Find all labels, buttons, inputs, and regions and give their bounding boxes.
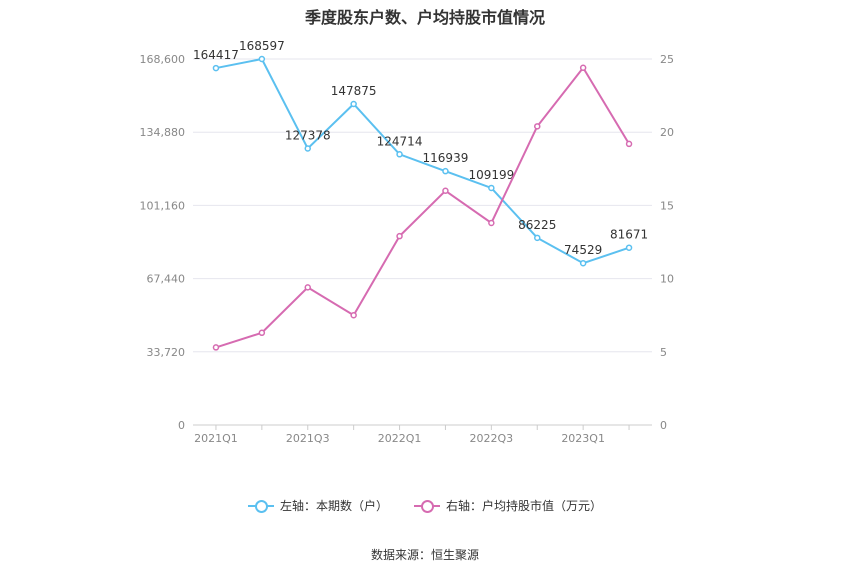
x-axis-tick-label: 2022Q3 (470, 432, 514, 445)
data-point-right (212, 344, 220, 351)
data-point-left (534, 234, 541, 242)
x-axis-tick-label: 2021Q1 (194, 432, 238, 445)
legend-item-left-series[interactable]: 左轴：本期数（户） (247, 497, 388, 514)
data-point-right (258, 329, 266, 337)
chart-plot: 0 33,720 67,440 101,160 134,880 168,600 0 5 10 15… (140, 39, 675, 445)
series-line-left (215, 57, 630, 265)
data-label: 147875 (331, 84, 377, 98)
data-point-left (212, 64, 220, 72)
data-label: 86225 (518, 218, 556, 232)
data-point-left (304, 145, 311, 152)
data-point-right (579, 64, 587, 72)
right-axis-tick-label: 20 (660, 126, 674, 139)
left-axis-tick-label: 33,720 (147, 346, 186, 359)
data-point-right (304, 284, 311, 291)
data-point-left (625, 244, 633, 251)
x-axis-tick-label: 2022Q1 (378, 432, 422, 445)
data-label: 74529 (564, 243, 602, 257)
data-label: 168597 (239, 39, 285, 53)
data-point-left (350, 100, 357, 108)
data-point-left (258, 55, 266, 63)
data-point-right (350, 311, 357, 319)
legend-label-right: 右轴：户均持股市值（万元） (446, 499, 603, 513)
data-label: 116939 (423, 151, 469, 165)
x-axis-tick-label: 2021Q3 (286, 432, 330, 445)
data-point-left (579, 259, 587, 267)
right-axis-tick-label: 25 (660, 53, 674, 66)
data-point-right (488, 219, 495, 227)
series-line-right (215, 66, 630, 349)
data-point-right (396, 232, 403, 240)
data-point-right (442, 187, 449, 195)
legend-item-right-series[interactable]: 右轴：户均持股市值（万元） (414, 497, 602, 514)
x-axis-tick-label: 2023Q1 (561, 432, 605, 445)
data-point-right (534, 123, 541, 130)
data-point-left (442, 167, 449, 175)
data-label: 81671 (610, 228, 648, 242)
data-point-left (488, 184, 495, 192)
chart-legend: 左轴：本期数（户） 右轴：户均持股市值（万元） (0, 497, 850, 514)
right-axis-tick-label: 5 (660, 346, 667, 359)
data-label: 164417 (193, 48, 239, 62)
data-label: 127378 (285, 128, 331, 142)
legend-label-left: 左轴：本期数（户） (279, 499, 388, 513)
left-axis-tick-label: 67,440 (147, 273, 186, 286)
right-axis-tick-label: 0 (660, 419, 667, 432)
right-axis-tick-label: 15 (660, 199, 674, 212)
left-axis-tick-label: 0 (178, 419, 185, 432)
data-point-right (625, 140, 633, 148)
left-axis-tick-label: 101,160 (140, 199, 186, 212)
data-source-note: 数据来源：恒生聚源 (370, 548, 479, 562)
data-label: 124714 (377, 134, 423, 148)
data-label: 109199 (468, 168, 514, 182)
legend-swatch-left (247, 499, 274, 513)
data-point-left (396, 151, 403, 158)
right-axis-tick-label: 10 (660, 273, 674, 286)
left-axis-tick-label: 168,600 (140, 53, 186, 66)
chart-title: 季度股东户数、户均持股市值情况 (304, 8, 545, 27)
left-axis-tick-label: 134,880 (140, 126, 186, 139)
legend-swatch-right (414, 499, 440, 513)
